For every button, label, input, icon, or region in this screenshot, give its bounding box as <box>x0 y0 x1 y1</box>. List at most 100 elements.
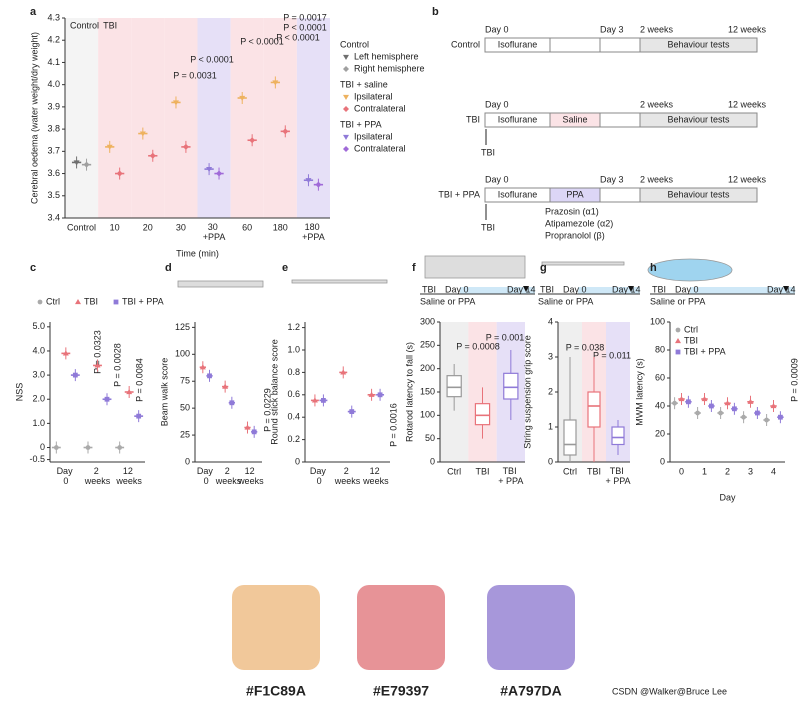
legend-label: TBI + PPA <box>684 346 726 356</box>
legend-marker <box>343 54 349 60</box>
y-tick-label: 2 <box>548 386 553 396</box>
y-tick-label: 0 <box>548 456 553 466</box>
mean-mark <box>270 76 280 89</box>
mean-mark <box>81 158 92 171</box>
marker <box>139 131 146 137</box>
x-tick-label: 1 <box>702 466 707 476</box>
marker <box>340 369 347 375</box>
marker <box>321 398 326 403</box>
y-tick-label: 3.4 <box>47 212 60 222</box>
x-tick-label: 30 <box>176 222 186 232</box>
mean-mark <box>717 407 724 419</box>
mean-mark <box>770 400 777 412</box>
timeline-box <box>639 187 758 203</box>
mean-mark <box>777 411 784 424</box>
marker <box>724 400 731 406</box>
mean-mark <box>102 393 112 406</box>
y-axis-label: Cerebral oedema (water weight/dry weight… <box>29 32 39 204</box>
p-value-annotation: P = 0.0323 <box>92 330 102 374</box>
mean-mark <box>319 394 328 407</box>
y-tick-label: 125 <box>175 322 190 332</box>
day-label: Day 0 <box>485 99 509 109</box>
hex-label: #A797DA <box>500 683 561 699</box>
mean-mark <box>199 361 206 374</box>
legend-label: Ctrl <box>684 324 698 334</box>
marker <box>251 429 257 435</box>
marker <box>272 80 279 86</box>
timeline-label: Day 14 <box>612 284 641 294</box>
marker <box>172 100 179 106</box>
marker <box>106 144 113 150</box>
x-tick-label: 60 <box>242 222 252 232</box>
y-tick-label: 4.1 <box>47 57 60 67</box>
legend-label: Contralateral <box>354 143 406 153</box>
x-tick-label: TBI + PPA <box>605 466 630 486</box>
panel-letter: c <box>30 262 36 274</box>
mean-mark <box>367 388 376 401</box>
band-shade <box>98 18 132 218</box>
panel-letter: f <box>412 262 416 274</box>
mean-mark <box>222 380 229 393</box>
mean-mark <box>303 174 314 187</box>
timeline-box <box>599 187 641 203</box>
y-axis-label: MWM latency (s) <box>634 358 644 426</box>
day-label: Day 3 <box>600 24 624 34</box>
band-shade <box>263 18 297 218</box>
p-value-annotation: P < 0.0001 <box>276 32 320 42</box>
y-tick-label: 4.0 <box>32 345 45 355</box>
y-tick-label: 3.8 <box>47 123 60 133</box>
mean-mark <box>310 394 319 407</box>
y-axis-label: String suspension grip score <box>522 335 532 449</box>
y-tick-label: 1 <box>548 421 553 431</box>
drug-label: Propranolol (β) <box>545 230 605 240</box>
x-tick-label: Day 0 <box>197 466 216 486</box>
box <box>611 426 625 446</box>
y-tick-label: 3 <box>548 351 553 361</box>
y-tick-label: 25 <box>180 429 190 439</box>
y-tick-label: 100 <box>175 349 190 359</box>
timeline-label: Saline or PPA <box>420 296 475 306</box>
y-tick-label: 0.6 <box>287 389 300 399</box>
marker <box>207 373 212 379</box>
p-value-annotation: P = 0.011 <box>593 350 631 360</box>
drug-label: Atipamezole (α2) <box>545 218 613 228</box>
y-tick-label: 3.6 <box>47 168 60 178</box>
marker <box>709 403 714 409</box>
box <box>503 372 519 400</box>
mean-mark <box>671 397 678 410</box>
timeline-box <box>599 112 641 128</box>
marker <box>222 383 229 389</box>
mean-mark <box>678 393 685 405</box>
y-axis-label: NSS <box>14 383 24 402</box>
treatment-box <box>549 187 601 203</box>
marker <box>732 406 737 412</box>
treatment-window <box>690 287 795 294</box>
y-tick-label: 3.9 <box>47 101 60 111</box>
y-tick-label: 0.4 <box>287 412 300 422</box>
mean-mark <box>171 96 181 109</box>
y-tick-label: 1.0 <box>32 418 45 428</box>
marker <box>377 392 383 398</box>
marker <box>182 143 189 150</box>
y-tick-label: 4.2 <box>47 35 60 45</box>
y-tick-label: 1.2 <box>287 322 300 332</box>
segment-label: PPA <box>566 189 583 199</box>
mean-mark <box>70 369 80 382</box>
event-label: TBI <box>481 222 495 232</box>
color-swatch <box>487 585 575 670</box>
mean-mark <box>280 125 290 138</box>
timeline-label: TBI <box>652 284 666 294</box>
marker <box>770 403 777 409</box>
y-tick-label: 150 <box>420 386 435 396</box>
mean-mark <box>61 347 71 360</box>
legend-group-title: TBI + PPA <box>340 119 382 129</box>
segment-label: Saline <box>562 114 587 124</box>
x-tick-label: TBI <box>475 466 489 476</box>
marker <box>315 181 322 188</box>
y-tick-label: 3.7 <box>47 146 60 156</box>
mean-mark <box>247 134 257 147</box>
marker <box>72 372 78 378</box>
legend-marker <box>675 349 681 355</box>
region-label: Control <box>70 20 99 30</box>
